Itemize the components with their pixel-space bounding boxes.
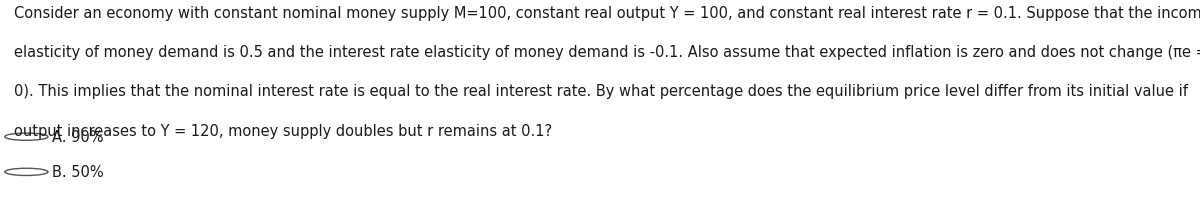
Text: 0). This implies that the nominal interest rate is equal to the real interest ra: 0). This implies that the nominal intere…: [14, 84, 1188, 99]
Text: A. 90%: A. 90%: [52, 130, 103, 144]
Text: output increases to Y = 120, money supply doubles but r remains at 0.1?: output increases to Y = 120, money suppl…: [14, 123, 552, 138]
Text: elasticity of money demand is 0.5 and the interest rate elasticity of money dema: elasticity of money demand is 0.5 and th…: [14, 45, 1200, 60]
Text: Consider an economy with constant nominal money supply M=100, constant real outp: Consider an economy with constant nomina…: [14, 6, 1200, 21]
Text: B. 50%: B. 50%: [52, 165, 103, 179]
